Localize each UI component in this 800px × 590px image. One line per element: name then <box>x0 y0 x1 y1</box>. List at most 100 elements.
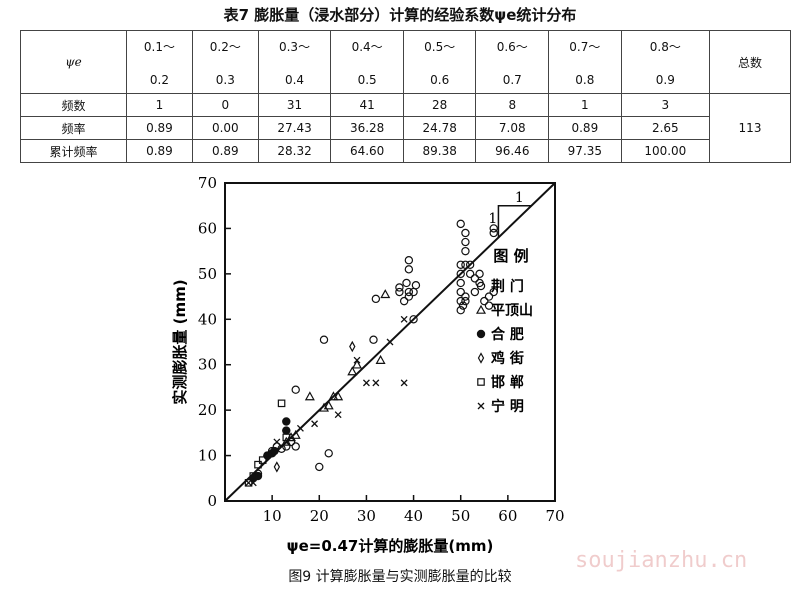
data-point <box>461 260 470 269</box>
legend-label: 邯 郸 <box>491 374 524 391</box>
data-point <box>372 379 380 387</box>
series-4 <box>244 399 291 487</box>
data-point <box>484 292 494 301</box>
table-cell: 96.46 <box>475 139 550 163</box>
data-point <box>249 472 258 480</box>
y-tick-label: 70 <box>198 175 217 192</box>
table-cell: 7.08 <box>475 116 550 140</box>
data-point <box>456 296 465 306</box>
series-0 <box>253 219 498 478</box>
data-point <box>456 278 465 288</box>
data-point <box>369 335 378 344</box>
data-point <box>395 283 404 292</box>
legend-marker <box>475 304 487 314</box>
table-cell: 0.89 <box>191 139 259 163</box>
legend-title: 图 例 <box>493 247 528 265</box>
scatter-chart: 10 20 30 40 50 60 70 0 10 20 30 40 50 60 70 1 1 ψe=0.47计算… <box>171 175 565 555</box>
y-tick-label: 60 <box>198 219 217 237</box>
data-point <box>409 287 418 297</box>
data-point <box>375 354 386 364</box>
data-point <box>328 391 339 401</box>
table-cell: 28 <box>402 93 477 117</box>
data-point <box>484 301 494 310</box>
data-point <box>386 338 394 346</box>
data-point <box>324 449 333 458</box>
legend-label: 平顶山 <box>491 303 533 319</box>
legend-marker <box>476 281 486 291</box>
table-cell: 0.89 <box>548 116 622 140</box>
data-point <box>465 260 475 269</box>
row-label: 频数 <box>20 93 127 117</box>
data-point <box>404 256 414 265</box>
data-point <box>489 224 498 233</box>
data-point <box>291 385 300 394</box>
y-tick-label: 10 <box>198 447 217 465</box>
table-cell: 1 <box>126 93 193 117</box>
data-point <box>404 292 414 301</box>
data-point <box>409 315 418 324</box>
y-tick-label: 20 <box>198 401 217 419</box>
range-cell-1: 0.2～ 0.3 <box>191 30 259 94</box>
series-3 <box>273 340 356 473</box>
table-title: 表7 膨胀量（浸水部分）计算的经验系数ψe统计分布 <box>223 6 577 24</box>
data-point <box>411 281 421 290</box>
data-point <box>282 417 291 426</box>
figure-caption: 图9 计算膨胀量与实测膨胀量的比较 <box>288 569 512 585</box>
data-point <box>270 446 279 456</box>
table-cell: 8 <box>475 93 550 117</box>
data-point <box>290 429 301 439</box>
data-point <box>349 340 356 353</box>
data-point <box>461 228 470 238</box>
data-point <box>489 287 498 297</box>
table-cell: 100.00 <box>620 139 711 163</box>
watermark: soujianzhu.cn <box>575 548 748 573</box>
row-label: 累计频率 <box>20 139 127 163</box>
x-tick-label: 60 <box>498 507 517 525</box>
table-row: 频数 1 0 31 41 28 8 1 3 113 <box>20 93 791 163</box>
table-cell: 36.28 <box>330 116 404 140</box>
data-point <box>461 246 470 256</box>
range-cell-6: 0.7～ 0.8 <box>548 30 622 94</box>
row-label: 频率 <box>20 116 127 140</box>
data-point <box>273 461 281 473</box>
table-cell: 0 <box>191 93 259 117</box>
data-point <box>475 269 484 279</box>
x-tick-label: 50 <box>451 507 470 525</box>
y-tick-label: 40 <box>198 310 217 328</box>
data-point <box>404 287 414 297</box>
table-cell: 97.35 <box>548 139 622 163</box>
data-point <box>470 287 480 297</box>
table-cell: 1 <box>548 93 622 117</box>
data-point <box>480 296 489 306</box>
legend-marker <box>477 352 485 364</box>
legend-label: 荆 门 <box>491 278 524 295</box>
data-point <box>334 411 342 419</box>
legend-label: 合 肥 <box>491 326 524 343</box>
total-header-cell: 总数 <box>709 30 791 94</box>
data-point <box>281 436 292 446</box>
data-point <box>291 442 300 451</box>
data-point <box>277 399 286 408</box>
data-point <box>282 426 291 435</box>
table-cell: 0.00 <box>191 116 259 140</box>
data-point <box>456 260 465 269</box>
table-row: 累计频率 0.89 0.89 28.32 64.60 89.38 96.46 9… <box>20 139 791 163</box>
data-point <box>315 462 324 472</box>
data-point <box>461 237 470 247</box>
data-point <box>351 359 363 369</box>
table-cell: 89.38 <box>402 139 477 163</box>
x-tick-label: 70 <box>545 507 564 525</box>
y-tick-label: 30 <box>198 356 217 374</box>
data-point <box>470 274 480 283</box>
table-cell: 0.89 <box>126 139 193 163</box>
data-point <box>362 379 370 387</box>
table-header-row: ψe 0.1～ 0.2 0.2～ 0.3 0.3～ 0.4 0.4～ 0.5 0.5～ 0… <box>20 30 791 94</box>
table-cell: 2.65 <box>620 116 711 140</box>
range-cell-2: 0.3～ 0.4 <box>257 30 332 94</box>
table-cell: 41 <box>330 93 404 117</box>
data-point <box>254 460 262 469</box>
data-point <box>296 424 304 432</box>
range-cell-7: 0.8～ 0.9 <box>620 30 711 94</box>
data-point <box>400 315 408 323</box>
slope-label-rise: 1 <box>488 211 497 227</box>
